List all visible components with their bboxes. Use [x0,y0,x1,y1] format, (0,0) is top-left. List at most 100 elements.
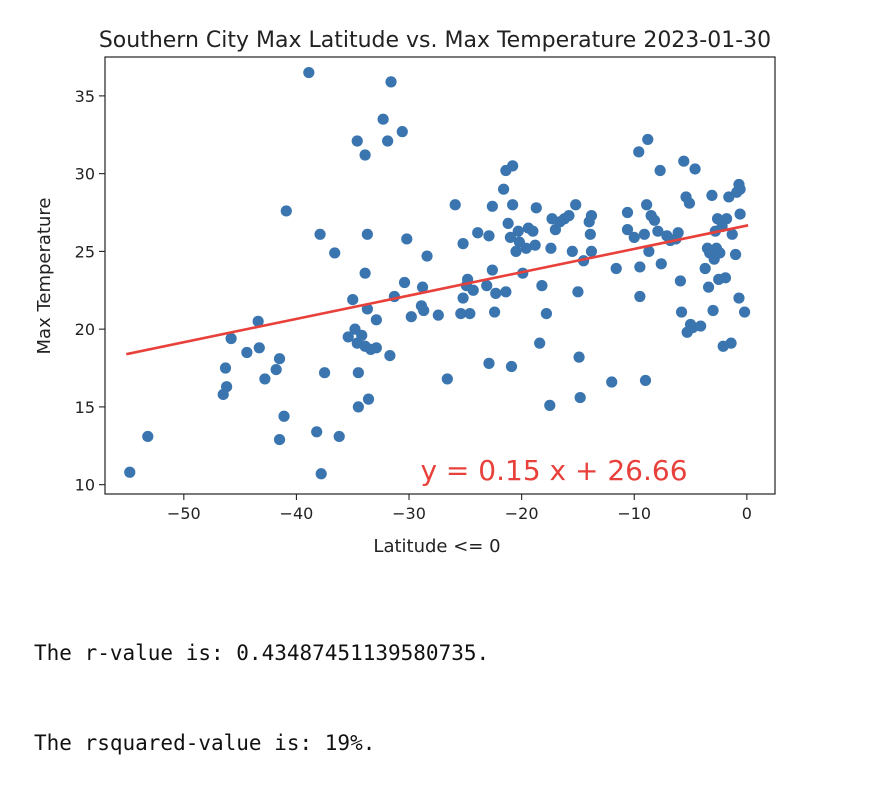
scatter-point [706,189,718,202]
scatter-point [584,228,596,240]
scatter-point [486,264,498,276]
scatter-point [507,160,519,172]
scatter-point [219,362,232,374]
scatter-point [315,468,327,480]
scatter-point [733,292,745,304]
scatter-point [572,286,584,298]
scatter-point [566,245,578,257]
scatter-point [225,332,237,345]
scatter-point [729,248,742,261]
scatter-point [278,410,290,422]
scatter-point [253,342,265,354]
scatter-point [652,225,664,237]
scatter-point [702,281,715,293]
x-tick-label: −40 [280,504,314,523]
scatter-point [536,280,548,292]
scatter-point [361,228,373,240]
scatter-point [639,374,652,387]
x-tick-label: −10 [617,504,651,523]
scatter-point [362,393,375,405]
scatter-point [672,227,684,239]
scatter-point [642,133,654,146]
scatter-point [241,346,253,359]
scatter-point [273,353,286,365]
scatter-point [377,113,389,125]
scatter-point [502,217,514,229]
scatter-point [563,210,575,222]
scatter-point [585,245,598,257]
scatter-point [385,76,397,88]
scatter-point [689,163,701,175]
scatter-point [655,258,667,270]
scatter-point [675,306,688,318]
scatter-point [370,342,382,354]
scatter-point [570,199,582,211]
scatter-point [734,183,746,195]
x-tick-label: −30 [392,504,426,523]
scatter-point [585,210,598,222]
scatter-point [739,306,751,318]
scatter-point [359,267,371,279]
x-tick-label: −20 [505,504,539,523]
scatter-point [610,262,622,275]
x-tick-label: −50 [167,504,201,523]
scatter-point [467,284,479,296]
scatter-point [634,261,646,273]
y-tick-label: 20 [75,320,95,339]
scatter-point [405,311,417,323]
scatter-point [641,199,653,211]
scatter-point [648,214,661,226]
scatter-point [318,367,331,379]
scatter-point [510,245,522,257]
scatter-point [654,164,666,177]
scatter-point [370,314,382,326]
scatter-point [457,292,469,304]
scatter-point [714,247,726,259]
scatter-point [303,66,315,79]
scatter-point [545,242,557,254]
scatter-point [719,272,732,284]
scatter-point [382,135,394,147]
scatter-point [416,281,429,293]
scatter-point [544,399,556,411]
scatter-point [356,329,368,341]
y-tick-label: 35 [75,87,95,106]
scatter-point [726,228,738,240]
scatter-point [441,373,453,385]
plot-frame [104,56,776,495]
y-tick-label: 10 [75,476,95,495]
scatter-point [734,208,746,220]
scatter-point [683,197,696,209]
scatter-point [273,433,286,446]
scatter-point [432,309,444,321]
scatter-point [573,351,585,363]
scatter-point [678,155,690,167]
scatter-point [633,146,645,158]
scatter-point [311,426,323,438]
scatter-point [621,224,634,236]
scatter-point [621,206,634,219]
scatter-point [638,228,650,240]
scatter-point [520,242,532,254]
scatter-point [574,391,586,404]
scatter-point [634,290,646,303]
scatter-point [221,381,233,393]
y-tick-label: 30 [75,165,95,184]
scatter-point [142,430,154,443]
scatter-point [530,202,542,214]
chart-title: Southern City Max Latitude vs. Max Tempe… [99,28,771,53]
scatter-point [674,275,687,287]
scatter-point [270,363,282,376]
scatter-point [449,199,461,211]
scatter-point [529,239,541,251]
scatter-point [507,199,519,211]
scatter-point [352,401,364,413]
scatter-point [527,225,539,237]
scatter-point [124,466,136,478]
scatter-point [498,183,510,195]
scatter-point [512,225,524,237]
plot-area: −50 −40 −30 −20 −10 0 10 15 20 25 30 35 [75,56,776,523]
scatter-point [457,238,469,250]
scatter-point [472,227,484,239]
scatter-point [396,126,408,138]
